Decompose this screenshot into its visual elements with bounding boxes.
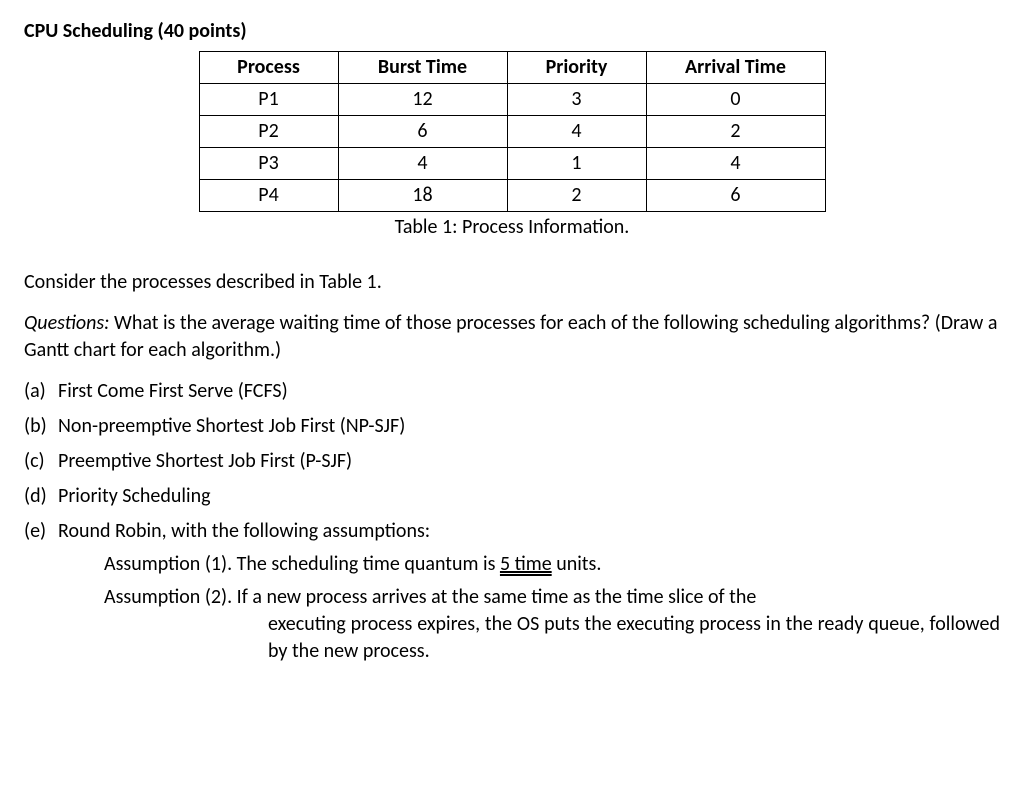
item-c: (c)Preemptive Shortest Job First (P-SJF) [24,448,1000,475]
table-row: P2642 [199,116,825,148]
table-cell: 6 [338,116,507,148]
table-cell: P4 [199,180,338,212]
table-caption: Table 1: Process Information. [24,214,1000,241]
text-e: Round Robin, with the following assumpti… [58,519,430,543]
questions-text: What is the average waiting time of thos… [24,311,997,362]
assumption2-line1: Assumption (2). If a new process arrives… [104,585,756,609]
questions-label: Questions: [24,311,110,335]
table-cell: 18 [338,180,507,212]
item-e: (e)Round Robin, with the following assum… [24,518,1000,665]
table-cell: 3 [507,84,646,116]
table-cell: 2 [646,116,825,148]
marker-e: (e) [24,518,58,545]
intro-paragraph: Consider the processes described in Tabl… [24,269,1000,296]
table-cell: 12 [338,84,507,116]
assumption1-post: units. [552,552,602,576]
col-burst-time: Burst Time [338,52,507,84]
assumption1-pre: Assumption (1). The scheduling time quan… [104,552,500,576]
table-cell: 4 [507,116,646,148]
text-b: Non-preemptive Shortest Job First (NP-SJ… [58,414,405,438]
marker-b: (b) [24,413,58,440]
process-table: Process Burst Time Priority Arrival Time… [199,51,826,212]
table-cell: 2 [507,180,646,212]
table-cell: P2 [199,116,338,148]
assumption2-line2: executing process expires, the OS puts t… [104,611,1000,665]
table-cell: 4 [646,148,825,180]
table-cell: 4 [338,148,507,180]
marker-c: (c) [24,448,58,475]
assumption1-underline: 5 time [500,552,552,576]
table-cell: 6 [646,180,825,212]
table-row: P11230 [199,84,825,116]
item-d: (d)Priority Scheduling [24,483,1000,510]
page-title: CPU Scheduling (40 points) [24,18,1000,45]
table-header-row: Process Burst Time Priority Arrival Time [199,52,825,84]
marker-d: (d) [24,483,58,510]
table-row: P41826 [199,180,825,212]
col-priority: Priority [507,52,646,84]
text-c: Preemptive Shortest Job First (P-SJF) [58,449,352,473]
col-arrival-time: Arrival Time [646,52,825,84]
marker-a: (a) [24,378,58,405]
item-a: (a)First Come First Serve (FCFS) [24,378,1000,405]
col-process: Process [199,52,338,84]
assumption-1: Assumption (1). The scheduling time quan… [64,551,1000,578]
table-cell: 0 [646,84,825,116]
assumption-2: Assumption (2). If a new process arrives… [64,584,1000,665]
table-cell: P1 [199,84,338,116]
item-b: (b)Non-preemptive Shortest Job First (NP… [24,413,1000,440]
table-cell: P3 [199,148,338,180]
text-d: Priority Scheduling [58,484,211,508]
table-cell: 1 [507,148,646,180]
text-a: First Come First Serve (FCFS) [58,379,288,403]
questions-paragraph: Questions: What is the average waiting t… [24,310,1000,364]
question-list: (a)First Come First Serve (FCFS) (b)Non-… [24,378,1000,665]
table-row: P3414 [199,148,825,180]
table-body: P11230P2642P3414P41826 [199,84,825,212]
